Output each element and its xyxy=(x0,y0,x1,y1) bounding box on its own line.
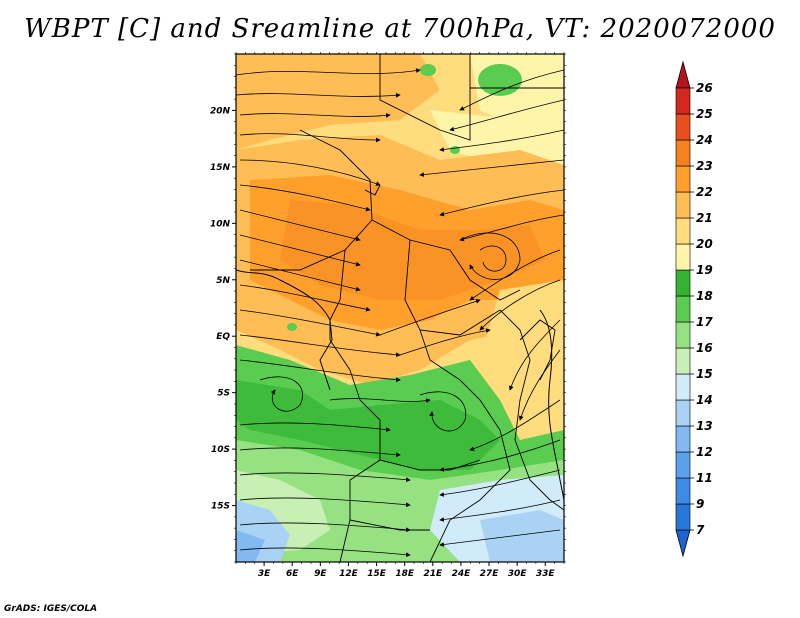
colorbar-swatch xyxy=(675,347,691,375)
map-title: WBPT [C] and Sreamline at 700hPa, VT: 20… xyxy=(24,14,776,44)
lon-tick-label: 24E xyxy=(452,569,472,579)
colorbar-label: 21 xyxy=(696,211,713,225)
colorbar-swatch xyxy=(675,295,691,323)
colorbar-swatch xyxy=(675,477,691,505)
colorbar-label: 22 xyxy=(696,185,713,199)
map-frame xyxy=(235,53,565,563)
colorbar-label: 20 xyxy=(696,237,713,251)
colorbar-swatch xyxy=(675,269,691,297)
colorbar-label: 16 xyxy=(696,341,713,355)
lon-tick-label: 18E xyxy=(395,569,415,579)
colorbar-label: 23 xyxy=(696,159,713,173)
east-coastline xyxy=(539,309,564,501)
colorbar-label: 9 xyxy=(696,497,704,511)
colorbar: 7 9 11 12 13 14 15 16 17 18 19 20 21 22 23 24 25 26 xyxy=(675,60,713,558)
colorbar-swatch xyxy=(675,217,691,245)
lon-tick-label: 3E xyxy=(258,569,271,579)
lat-tick-label: 20N xyxy=(210,106,231,116)
lon-tick-label: 30E xyxy=(508,569,528,579)
lon-tick-label: 21E xyxy=(423,569,443,579)
lat-tick-label: 10S xyxy=(211,445,230,455)
lat-tick-label: 15S xyxy=(211,502,230,512)
colorbar-swatch xyxy=(675,425,691,453)
colorbar-swatch xyxy=(675,451,691,479)
colorbar-label: 12 xyxy=(696,445,713,459)
lat-tick-label: 5N xyxy=(216,276,230,286)
lon-tick-label: 15E xyxy=(367,569,387,579)
colorbar-swatch xyxy=(675,113,691,141)
colorbar-label: 7 xyxy=(696,523,705,537)
colorbar-swatch xyxy=(675,399,691,427)
colorbar-swatch xyxy=(675,503,691,531)
lon-tick-label: 33E xyxy=(536,569,556,579)
colorbar-label: 17 xyxy=(696,315,713,329)
lat-tick-label: 10N xyxy=(210,219,231,229)
colorbar-swatch xyxy=(675,373,691,401)
lon-axis: 3E 6E 9E 12E 15E 18E 21E 24E 27E 30E 33E xyxy=(235,52,565,579)
credit-text: GrADS: IGES/COLA xyxy=(4,604,98,614)
colorbar-swatch xyxy=(675,191,691,219)
colorbar-label: 26 xyxy=(696,81,713,95)
lon-tick-label: 6E xyxy=(286,569,299,579)
wbpt-field xyxy=(236,54,564,562)
colorbar-top-triangle xyxy=(675,60,691,89)
colorbar-label: 25 xyxy=(696,107,713,121)
colorbar-label: 15 xyxy=(696,367,713,381)
lat-tick-label: 5S xyxy=(217,389,230,399)
lon-tick-label: 9E xyxy=(314,569,327,579)
coastline xyxy=(236,269,333,391)
colorbar-label: 13 xyxy=(696,419,713,433)
lat-axis: 20N 15N 10N 5N EQ 5S 10S 15S xyxy=(210,53,566,563)
colorbar-label: 14 xyxy=(696,393,713,407)
colorbar-swatch xyxy=(675,165,691,193)
lat-tick-label: 15N xyxy=(210,163,231,173)
colorbar-swatch xyxy=(675,139,691,167)
colorbar-label: 18 xyxy=(696,289,713,303)
lon-tick-label: 12E xyxy=(339,569,359,579)
colorbar-label: 19 xyxy=(696,263,713,277)
country-borders xyxy=(250,54,564,562)
colorbar-label: 24 xyxy=(696,133,713,147)
colorbar-label: 11 xyxy=(696,471,713,485)
colorbar-bottom-triangle xyxy=(675,529,691,558)
colorbar-swatch xyxy=(675,243,691,271)
colorbar-swatch xyxy=(675,321,691,349)
colorbar-swatch xyxy=(675,87,691,115)
lon-tick-label: 27E xyxy=(480,569,500,579)
lat-tick-label: EQ xyxy=(216,332,230,342)
